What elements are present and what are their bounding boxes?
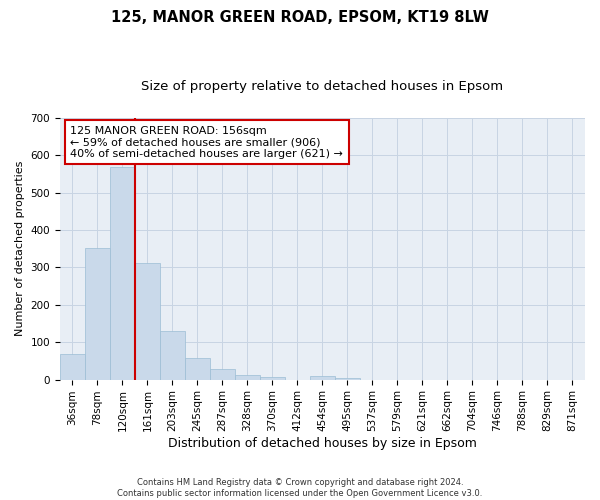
Bar <box>310 376 335 380</box>
Bar <box>60 354 85 380</box>
Text: 125 MANOR GREEN ROAD: 156sqm
← 59% of detached houses are smaller (906)
40% of s: 125 MANOR GREEN ROAD: 156sqm ← 59% of de… <box>70 126 343 159</box>
Y-axis label: Number of detached properties: Number of detached properties <box>15 161 25 336</box>
Bar <box>210 370 235 380</box>
Bar <box>260 378 285 380</box>
Bar <box>110 167 135 380</box>
Bar <box>185 358 210 380</box>
Bar <box>235 374 260 380</box>
X-axis label: Distribution of detached houses by size in Epsom: Distribution of detached houses by size … <box>168 437 477 450</box>
Bar <box>85 248 110 380</box>
Bar <box>160 331 185 380</box>
Text: 125, MANOR GREEN ROAD, EPSOM, KT19 8LW: 125, MANOR GREEN ROAD, EPSOM, KT19 8LW <box>111 10 489 25</box>
Bar <box>335 378 360 380</box>
Bar <box>135 263 160 380</box>
Text: Contains HM Land Registry data © Crown copyright and database right 2024.
Contai: Contains HM Land Registry data © Crown c… <box>118 478 482 498</box>
Title: Size of property relative to detached houses in Epsom: Size of property relative to detached ho… <box>142 80 503 93</box>
